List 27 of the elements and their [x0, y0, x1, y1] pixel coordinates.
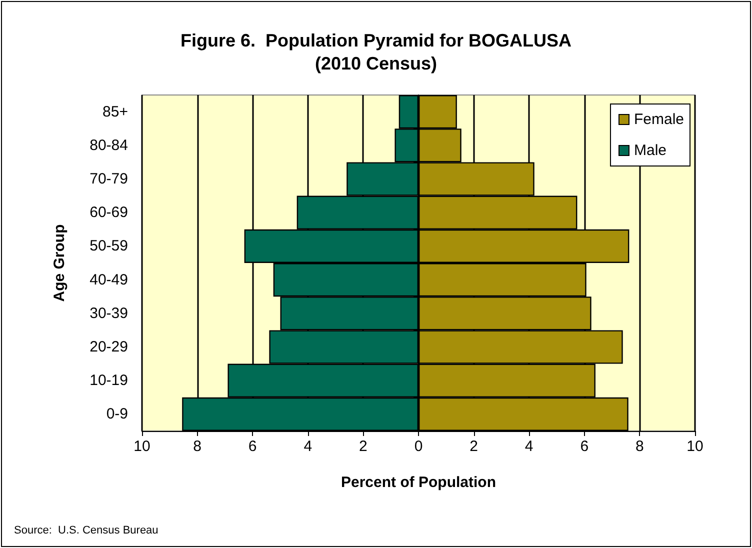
source-note: Source: U.S. Census Bureau — [14, 524, 158, 536]
x-tick-label: 8 — [193, 438, 202, 455]
x-tick-label: 4 — [524, 438, 534, 455]
chart-title: Figure 6. Population Pyramid for BOGALUSA (2010 Census) — [180, 30, 572, 74]
x-tick-label: 10 — [686, 438, 704, 455]
x-tick-label: 2 — [470, 438, 478, 455]
y-axis-title: Age Group — [51, 224, 68, 302]
y-tick-label: 40-49 — [90, 271, 128, 288]
y-tick-label: 60-69 — [90, 204, 128, 222]
x-tick-label: 4 — [304, 438, 312, 455]
x-tick-label: 8 — [636, 438, 644, 455]
x-tick-label: 6 — [248, 438, 257, 455]
y-tick-label: 70-79 — [90, 170, 128, 188]
x-tick-label: 2 — [359, 438, 368, 455]
x-axis-title: Percent of Population — [340, 474, 496, 491]
legend-label: Male — [634, 142, 666, 159]
y-tick-label: 0-9 — [106, 406, 128, 423]
x-tick-label: 10 — [134, 438, 150, 455]
y-tick-label: 80-84 — [90, 136, 128, 154]
legend-label: Female — [634, 111, 684, 128]
y-tick-label: 10-19 — [90, 372, 128, 390]
x-tick-label: 0 — [414, 438, 423, 455]
x-tick-label: 6 — [580, 438, 589, 455]
y-tick-label: 85+ — [102, 103, 128, 120]
y-tick-label: 30-39 — [90, 304, 128, 322]
y-tick-label: 50-59 — [90, 238, 128, 255]
y-tick-label: 20-29 — [90, 338, 128, 356]
